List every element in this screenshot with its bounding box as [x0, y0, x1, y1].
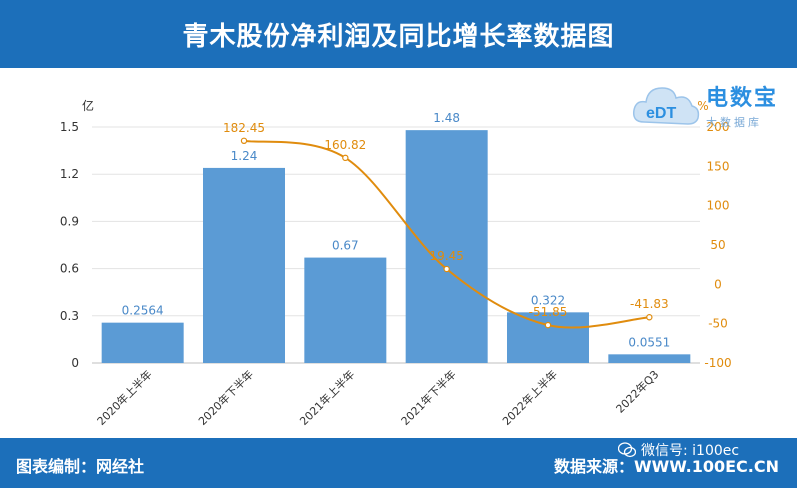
bar-data-label: 0.322: [531, 293, 565, 307]
line-point: [443, 265, 450, 273]
y2-tick-label: 50: [710, 238, 725, 252]
line-data-label: -41.83: [630, 297, 669, 311]
y2-tick-label: 150: [707, 159, 730, 173]
chart-bar: [304, 257, 387, 363]
line-data-label: 160.82: [324, 138, 366, 152]
x-tick-label: 2022年上半年: [499, 367, 560, 428]
chart-bar: [203, 167, 285, 363]
y2-tick-label: 100: [707, 199, 730, 213]
brand-subtitle: 大数据库: [706, 116, 762, 129]
y2-axis-label: %: [697, 99, 708, 113]
x-tick-label: 2022年Q3: [613, 367, 662, 416]
chart-bar: [101, 322, 184, 363]
y-tick-label: 0: [71, 356, 79, 370]
y2-tick-label: 0: [714, 277, 722, 291]
wechat-icon: [618, 442, 636, 458]
chart: 0 0.3 0.6 0.9 1.2 1.5 -100 -50 0 50 100 150 200 亿 % 0.2…: [60, 98, 732, 428]
title-bar: 青木股份净利润及同比增长率数据图: [0, 0, 797, 68]
brand-mark-text: eDT: [646, 105, 676, 122]
y-tick-label: 0.3: [60, 309, 79, 323]
line-point: [240, 137, 248, 145]
bar-data-label: 0.2564: [122, 304, 164, 318]
y2-tick-label: 200: [707, 120, 730, 134]
wechat-watermark: 微信号: i100ec: [618, 440, 739, 460]
x-tick-label: 2021年下半年: [398, 367, 459, 428]
cloud-logo-icon: eDT: [632, 87, 700, 125]
y2-tick-label: -100: [704, 356, 731, 370]
x-tick-label: 2020年上半年: [94, 367, 155, 428]
chart-bar: [507, 312, 589, 363]
y2-tick-label: -50: [708, 317, 728, 331]
footer: 图表编制：网经社 数据来源：WWW.100EC.CN: [0, 438, 797, 488]
x-tick-label: 2021年上半年: [297, 367, 358, 428]
y-tick-label: 0.6: [60, 262, 79, 276]
y-axis-label: 亿: [82, 98, 94, 113]
line-point: [544, 321, 552, 329]
bar-data-label: 1.24: [231, 149, 258, 163]
brand-logo: eDT 电数宝 大数据库: [626, 74, 792, 138]
line-point: [646, 314, 653, 321]
y-tick-label: 1.2: [60, 167, 79, 181]
x-tick-label: 2020年下半年: [195, 367, 256, 428]
chart-bar: [405, 130, 488, 363]
y-tick-label: 1.5: [60, 120, 79, 134]
line-data-label: 19.45: [429, 249, 463, 263]
brand-name: 电数宝: [706, 86, 779, 111]
chart-bar: [608, 354, 691, 363]
chart-author: 图表编制：网经社: [16, 457, 145, 476]
y-tick-label: 0.9: [60, 214, 79, 228]
line-data-label: -51.85: [529, 305, 568, 319]
bar-data-label: 0.0551: [628, 335, 670, 349]
wechat-id: 微信号: i100ec: [641, 443, 740, 459]
chart-title: 青木股份净利润及同比增长率数据图: [182, 21, 615, 52]
data-source: 数据来源：WWW.100EC.CN: [553, 457, 779, 476]
line-data-label: 182.45: [223, 121, 265, 135]
bar-data-label: 1.48: [433, 111, 460, 125]
bar-data-label: 0.67: [332, 239, 359, 253]
line-point: [342, 154, 349, 162]
